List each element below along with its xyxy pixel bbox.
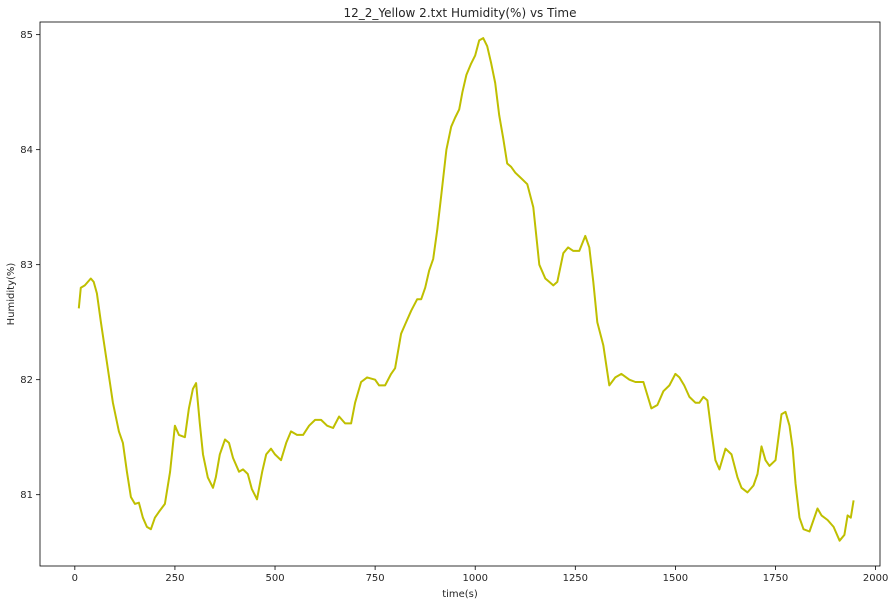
chart-title: 12_2_Yellow 2.txt Humidity(%) vs Time <box>344 6 577 20</box>
x-tick-label: 500 <box>265 573 284 584</box>
y-tick-label: 83 <box>20 260 33 271</box>
x-tick-label: 1500 <box>663 573 688 584</box>
y-tick-label: 85 <box>20 30 33 41</box>
x-tick-label: 750 <box>366 573 385 584</box>
plot-frame <box>39 21 881 567</box>
series-layer <box>77 37 855 542</box>
series-line-0 <box>77 37 855 542</box>
y-tick-label: 84 <box>20 145 33 156</box>
x-tick-label: 1250 <box>563 573 588 584</box>
y-axis-label: Humidity(%) <box>6 263 17 326</box>
x-axis-label: time(s) <box>442 589 478 600</box>
x-tick-label: 250 <box>165 573 184 584</box>
x-tick-label: 2000 <box>863 573 888 584</box>
x-tick-label: 1750 <box>763 573 788 584</box>
y-axis: 81 82 83 84 85 <box>20 30 40 501</box>
y-tick-label: 81 <box>20 490 33 501</box>
x-tick-label: 1000 <box>462 573 487 584</box>
y-tick-label: 82 <box>20 375 33 386</box>
x-tick-label: 0 <box>72 573 78 584</box>
x-axis: 0 250 500 750 1000 1250 1500 1750 2000 <box>72 566 888 584</box>
